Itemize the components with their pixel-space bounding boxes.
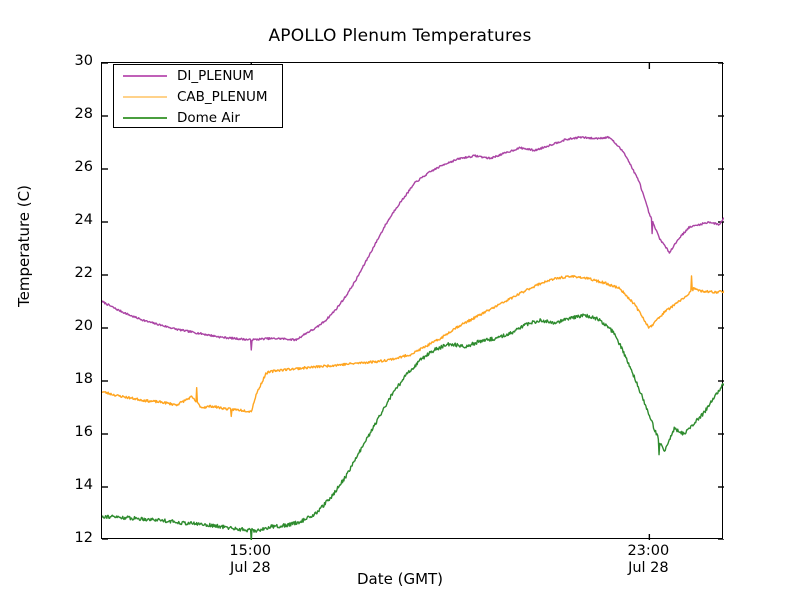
x-axis-label: Date (GMT) (356, 570, 444, 588)
series-line-dome-air (102, 313, 724, 540)
y-tick-label: 20 (74, 318, 93, 334)
y-tick-label: 30 (74, 53, 93, 69)
series-line-di-plenum (102, 135, 724, 351)
y-tick-label: 24 (74, 212, 93, 228)
chart-title: APOLLO Plenum Temperatures (268, 26, 532, 46)
legend-swatch-dome-air (123, 116, 167, 119)
legend-swatch-cab-plenum (123, 95, 167, 98)
plot-lines (102, 63, 724, 540)
plot-area (101, 62, 724, 540)
y-axis-label: Temperature (C) (15, 185, 33, 307)
legend-item-cab-plenum: CAB_PLENUM (114, 86, 282, 107)
y-tick-label: 18 (74, 371, 93, 387)
legend-label-di-plenum: DI_PLENUM (177, 67, 254, 84)
legend-label-cab-plenum: CAB_PLENUM (177, 88, 268, 105)
legend-swatch-di-plenum (123, 74, 167, 77)
y-tick-label: 28 (74, 106, 93, 122)
chart-legend: DI_PLENUM CAB_PLENUM Dome Air (113, 64, 283, 128)
legend-item-di-plenum: DI_PLENUM (114, 65, 282, 86)
legend-label-dome-air: Dome Air (177, 109, 240, 126)
series-line-cab-plenum (102, 274, 724, 418)
y-tick-label: 12 (74, 530, 93, 546)
y-tick-label: 16 (74, 424, 93, 440)
y-tick-label: 14 (74, 477, 93, 493)
legend-item-dome-air: Dome Air (114, 107, 282, 128)
y-tick-label: 26 (74, 159, 93, 175)
y-tick-label: 22 (74, 265, 93, 281)
